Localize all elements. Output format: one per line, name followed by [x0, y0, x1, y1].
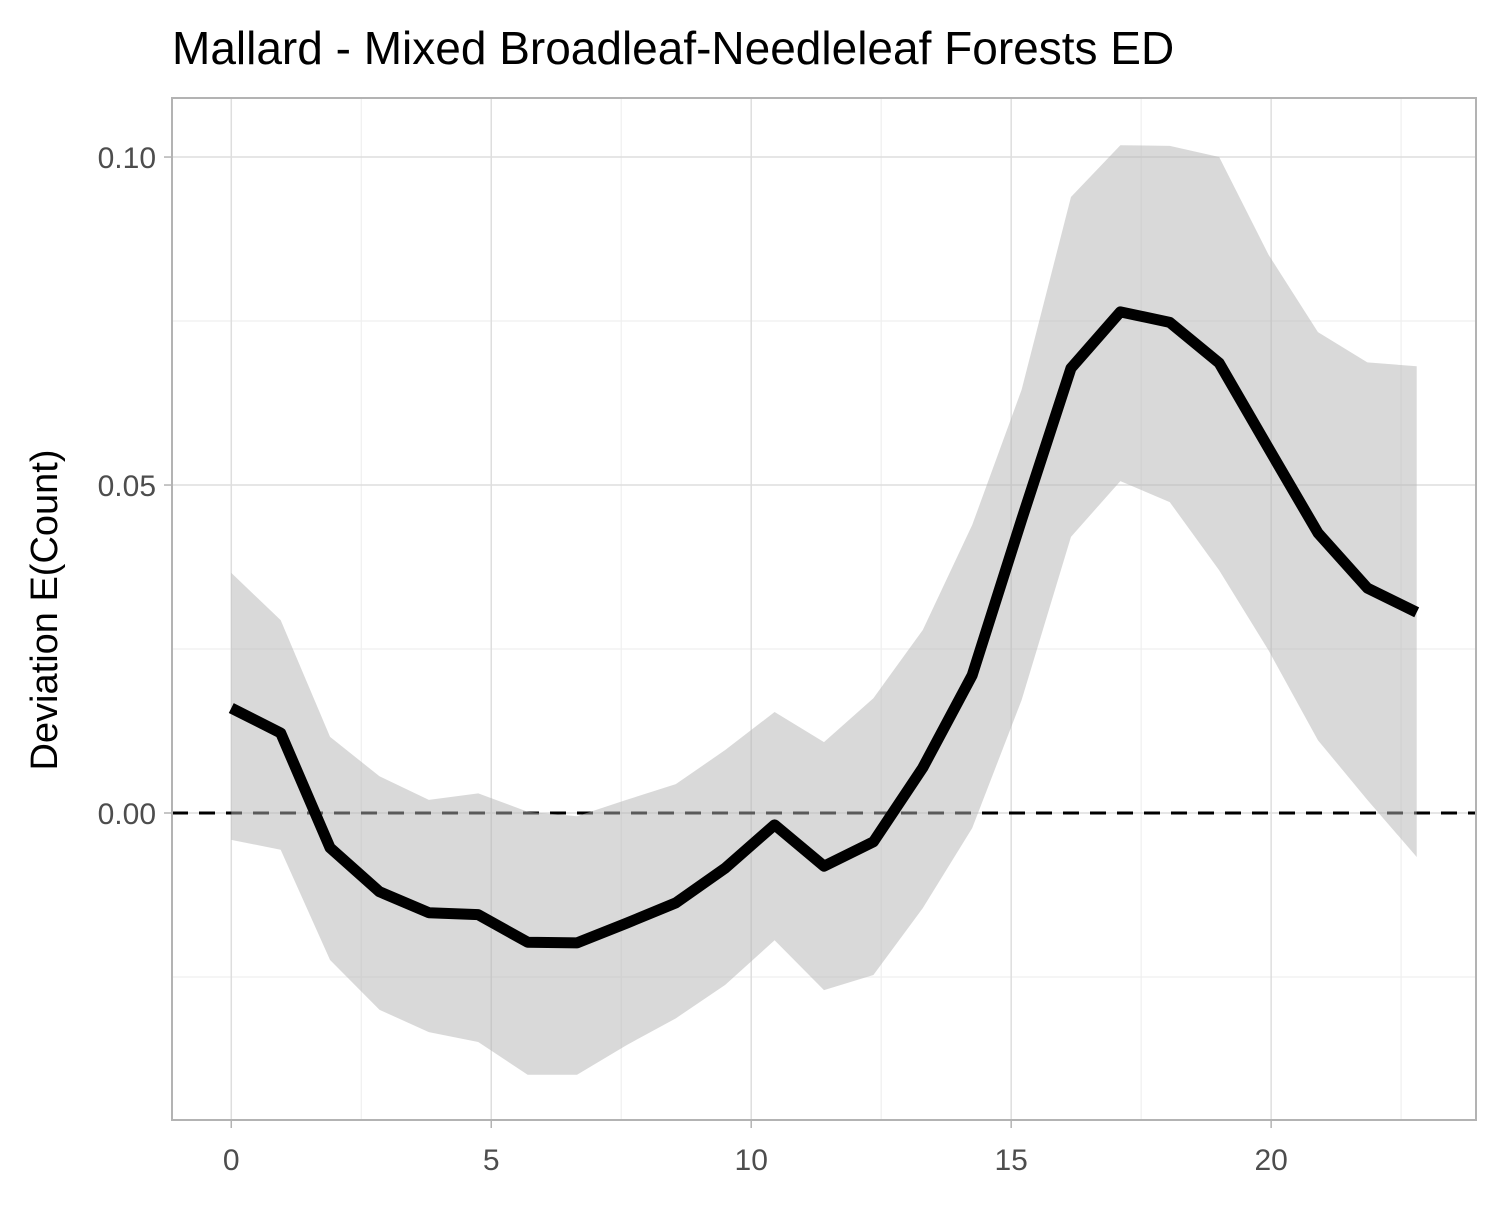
data-line — [228, 306, 1420, 949]
y-tick-label: 0.10 — [98, 142, 156, 175]
x-tick-label: 5 — [483, 1144, 500, 1177]
x-tick-label: 15 — [994, 1144, 1027, 1177]
y-axis-label: Deviation E(Count) — [24, 449, 66, 770]
y-tick-label: 0.00 — [98, 798, 156, 831]
chart-title: Mallard - Mixed Broadleaf-Needleleaf For… — [172, 22, 1174, 74]
x-tick-label: 10 — [735, 1144, 768, 1177]
plot-border — [171, 97, 1477, 1121]
x-tick-label: 20 — [1254, 1144, 1287, 1177]
x-tick-label: 0 — [223, 1144, 240, 1177]
y-tick-label: 0.05 — [98, 470, 156, 503]
confidence-band — [231, 145, 1417, 1075]
